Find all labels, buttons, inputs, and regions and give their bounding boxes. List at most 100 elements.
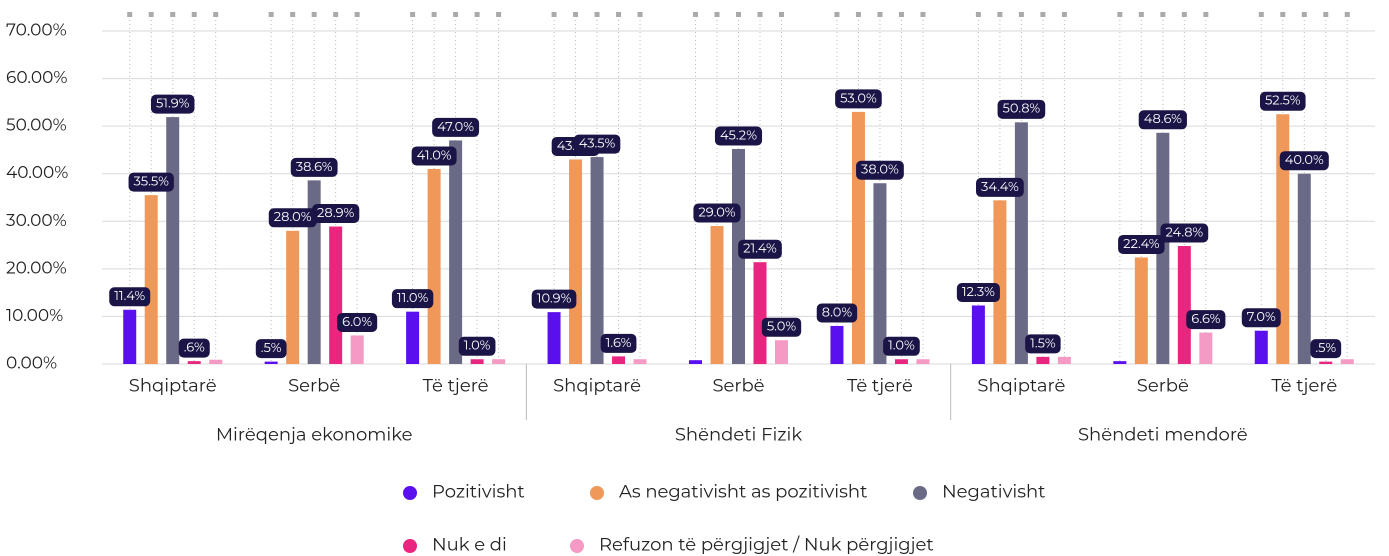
value-label-box: [997, 99, 1046, 119]
x-tick-label: Serbë: [288, 375, 340, 397]
y-tick-label: 60.00%: [6, 68, 67, 88]
x-tick-label: Serbë: [712, 375, 764, 397]
guide-cap: [474, 12, 480, 17]
value-label-box: [738, 239, 782, 259]
guide-cap: [410, 12, 416, 17]
guide-cap: [148, 12, 154, 17]
value-label: 45.2%: [720, 127, 757, 143]
value-label: 7.0%: [1247, 309, 1276, 325]
guide-cap: [1344, 12, 1350, 17]
group-label: Shëndeti mendorë: [1078, 424, 1248, 446]
value-label: 11.4%: [114, 288, 145, 304]
bar: [753, 262, 767, 364]
value-label-box: [835, 89, 882, 109]
value-label-box: [956, 282, 1000, 302]
legend-label: As negativisht as pozitivisht: [619, 481, 867, 503]
value-label: 50.8%: [1003, 101, 1041, 117]
x-tick-label: Të tjerë: [1271, 375, 1337, 397]
guide-cap: [496, 12, 502, 17]
value-label-box: [1118, 234, 1165, 254]
value-label-box: [411, 146, 457, 166]
value-label: 53.0%: [840, 90, 877, 106]
bar: [1199, 332, 1213, 364]
guide-cap: [637, 12, 643, 17]
guide-cap: [1203, 12, 1209, 17]
value-label: .6%: [184, 340, 205, 356]
bar: [689, 360, 702, 364]
bar: [427, 168, 441, 364]
value-label-box: [816, 303, 858, 323]
bar: [406, 311, 420, 364]
legend-swatch: [913, 486, 927, 500]
value-label: 52.5%: [1265, 93, 1301, 109]
guide-cap: [1018, 12, 1024, 17]
guide-cap: [1138, 12, 1144, 17]
value-label-box: [1241, 308, 1281, 328]
bar: [775, 340, 788, 364]
value-label: 35.5%: [134, 174, 170, 190]
bar: [1134, 257, 1148, 364]
bar: [590, 157, 604, 364]
guide-cap: [834, 12, 840, 17]
value-label-box: [1310, 339, 1342, 359]
bar: [1057, 356, 1071, 364]
guide-cap: [975, 12, 981, 17]
value-label-box: [1186, 310, 1226, 330]
value-label-box: [128, 172, 174, 192]
bar: [123, 309, 137, 364]
value-label: 28.0%: [274, 209, 312, 225]
guide-cap: [898, 12, 904, 17]
legend-label: Negativisht: [942, 481, 1045, 503]
x-tick-label: Serbë: [1137, 375, 1189, 397]
bar: [1276, 114, 1290, 364]
value-label-box: [1279, 151, 1329, 171]
bar: [1254, 330, 1268, 364]
x-tick-label: Shqiptarë: [129, 375, 217, 397]
value-label: 21.4%: [743, 241, 777, 257]
bar: [264, 361, 278, 364]
guide-cap: [920, 12, 926, 17]
value-label-box: [312, 204, 360, 224]
value-label-box: [883, 336, 920, 356]
guide-cap: [616, 12, 622, 17]
guide-cap: [127, 12, 133, 17]
value-label: 1.0%: [464, 338, 491, 354]
value-label-box: [391, 289, 434, 309]
value-label: 47.0%: [437, 119, 474, 135]
value-label: 8.0%: [822, 304, 853, 320]
guide-cap: [311, 12, 317, 17]
value-label-box: [290, 157, 338, 177]
bar: [470, 359, 484, 364]
guide-cap: [997, 12, 1003, 17]
guide-cap: [855, 12, 861, 17]
value-label-box: [337, 312, 378, 332]
guide-cap: [1181, 12, 1187, 17]
guide-cap: [551, 12, 557, 17]
bar: [873, 183, 887, 364]
guide-cap: [333, 12, 339, 17]
value-label-box: [761, 317, 802, 337]
guide-cap: [594, 12, 600, 17]
guide-cap: [453, 12, 459, 17]
guide-cap: [191, 12, 197, 17]
value-label: .5%: [261, 340, 282, 356]
value-label-box: [531, 289, 577, 309]
value-label-box: [255, 339, 287, 359]
bar: [971, 305, 985, 364]
bar: [710, 226, 724, 364]
legend-label: Refuzon të përgjigjet / Nuk përgjigjet: [599, 534, 934, 556]
value-label: 43.5%: [579, 135, 616, 151]
legend-swatch: [403, 486, 417, 500]
y-tick-label: 20.00%: [6, 258, 67, 278]
legend-label: Pozitivisht: [432, 481, 525, 503]
value-label-box: [268, 208, 317, 228]
guide-cap: [693, 12, 698, 17]
group-label: Mirëqenja ekonomike: [216, 424, 413, 446]
bar: [144, 195, 158, 364]
value-label-box: [693, 203, 741, 223]
bar: [993, 200, 1007, 364]
value-label: 38.0%: [861, 162, 899, 178]
legend-swatch: [590, 486, 604, 500]
value-label: 28.9%: [317, 205, 354, 221]
group-label: Shëndeti Fizik: [675, 424, 802, 446]
